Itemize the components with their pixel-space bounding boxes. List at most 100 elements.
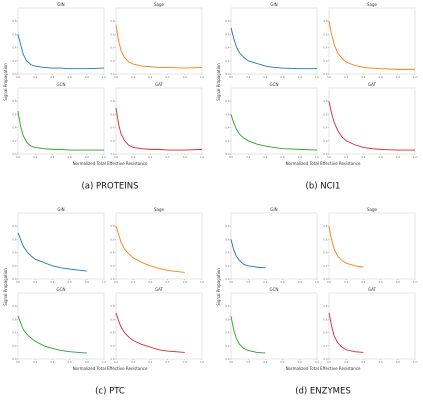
y-tick-label: 0.0 xyxy=(323,152,327,156)
subplot-title: GAT xyxy=(155,82,164,87)
x-tick-label: 1.0 xyxy=(413,280,417,284)
x-tick-label: 0.6 xyxy=(379,280,383,284)
x-tick-label: 0.4 xyxy=(50,360,54,364)
x-tick-label: 0.0 xyxy=(327,75,331,79)
subplot-title: Sage xyxy=(154,207,165,212)
x-tick-label: 0.2 xyxy=(33,280,37,284)
y-tick-label: 0.0 xyxy=(110,72,114,76)
series-line xyxy=(328,21,415,70)
y-tick-label: 0.2 xyxy=(225,344,229,348)
x-tick-label: 0.4 xyxy=(50,280,54,284)
axes-frame xyxy=(230,87,318,155)
y-tick-label: 0.4 xyxy=(225,251,229,255)
subplot-title: Sage xyxy=(367,2,378,7)
x-tick-label: 0.8 xyxy=(183,155,187,159)
x-tick-label: 0.6 xyxy=(68,360,72,364)
x-tick-label: 0.8 xyxy=(396,155,400,159)
x-tick-label: 0.0 xyxy=(114,75,118,79)
x-axis-label: Normalized Total Effective Resistance xyxy=(73,161,148,166)
x-tick-label: 0.8 xyxy=(396,360,400,364)
y-tick-label: 0.2 xyxy=(12,139,16,143)
x-tick-label: 0.6 xyxy=(68,75,72,79)
y-tick-label: 0.2 xyxy=(110,139,114,143)
x-tick-label: 0.6 xyxy=(68,155,72,159)
x-tick-label: 1.0 xyxy=(102,280,106,284)
y-tick-label: 0.8 xyxy=(110,19,114,23)
y-tick-label: 0.4 xyxy=(110,251,114,255)
x-tick-label: 0.2 xyxy=(246,280,250,284)
axes-frame xyxy=(230,212,318,280)
y-tick-label: 0.8 xyxy=(225,99,229,103)
axes-frame xyxy=(328,7,416,75)
x-tick-label: 0.4 xyxy=(148,360,152,364)
y-tick-label: 0.6 xyxy=(110,317,114,321)
y-tick-label: 0.2 xyxy=(110,264,114,268)
x-tick-label: 0.8 xyxy=(396,280,400,284)
series-line xyxy=(17,315,87,354)
panel-caption: (c) PTC xyxy=(95,387,125,397)
y-tick-label: 0.8 xyxy=(12,304,16,308)
y-tick-label: 0.8 xyxy=(110,99,114,103)
y-tick-label: 0.0 xyxy=(12,357,16,361)
series-line xyxy=(328,226,364,268)
x-tick-label: 1.0 xyxy=(102,75,106,79)
subplot-title: GCN xyxy=(57,287,66,292)
x-tick-label: 0.2 xyxy=(33,75,37,79)
x-tick-label: 0.8 xyxy=(298,75,302,79)
x-tick-label: 0.2 xyxy=(246,75,250,79)
x-tick-label: 0.6 xyxy=(281,75,285,79)
subplot-title: GAT xyxy=(155,287,164,292)
x-tick-label: 0.6 xyxy=(166,280,170,284)
y-tick-label: 0.8 xyxy=(12,19,16,23)
y-tick-label: 0.8 xyxy=(323,99,327,103)
x-tick-label: 0.2 xyxy=(344,155,348,159)
axes-frame xyxy=(230,292,318,360)
x-tick-label: 0.2 xyxy=(131,280,135,284)
y-tick-label: 0.8 xyxy=(225,19,229,23)
y-tick-label: 0.4 xyxy=(323,251,327,255)
x-tick-label: 0.0 xyxy=(16,75,20,79)
x-axis-label: Normalized Total Effective Resistance xyxy=(286,161,361,166)
x-tick-label: 0.6 xyxy=(281,280,285,284)
y-tick-label: 0.4 xyxy=(12,126,16,130)
x-tick-label: 1.0 xyxy=(315,75,319,79)
y-tick-label: 0.8 xyxy=(323,19,327,23)
axes-frame xyxy=(328,87,416,155)
x-tick-label: 0.2 xyxy=(344,360,348,364)
x-tick-label: 0.8 xyxy=(85,155,89,159)
x-tick-label: 0.6 xyxy=(379,360,383,364)
panel-caption: (b) NCI1 xyxy=(306,182,341,192)
series-line xyxy=(328,312,364,353)
y-tick-label: 0.6 xyxy=(225,32,229,36)
x-tick-label: 0.4 xyxy=(263,155,267,159)
panel: GIN 0.0 0.2 0.4 0.6 0.8 0.0 0.2 0.4 0.6 0.8 1.0 Sage… xyxy=(3,207,204,397)
y-tick-label: 0.6 xyxy=(12,237,16,241)
y-tick-label: 0.2 xyxy=(225,59,229,63)
y-tick-label: 0.4 xyxy=(12,251,16,255)
x-tick-label: 0.0 xyxy=(229,360,233,364)
y-tick-label: 0.6 xyxy=(225,317,229,321)
x-tick-label: 0.4 xyxy=(263,360,267,364)
y-tick-label: 0.0 xyxy=(12,152,16,156)
x-tick-label: 0.8 xyxy=(183,280,187,284)
x-tick-label: 0.8 xyxy=(298,280,302,284)
x-tick-label: 0.8 xyxy=(85,75,89,79)
y-tick-label: 0.2 xyxy=(323,264,327,268)
axes-frame xyxy=(17,7,105,75)
subplot-title: GCN xyxy=(57,82,66,87)
y-tick-label: 0.6 xyxy=(110,32,114,36)
series-line xyxy=(17,34,105,70)
y-tick-label: 0.2 xyxy=(110,344,114,348)
y-tick-label: 0.4 xyxy=(323,46,327,50)
y-tick-label: 0.8 xyxy=(110,304,114,308)
y-tick-label: 0.0 xyxy=(323,357,327,361)
y-tick-label: 0.2 xyxy=(323,139,327,143)
y-tick-label: 0.0 xyxy=(12,72,16,76)
series-line xyxy=(115,24,203,69)
subplot-title: GAT xyxy=(368,287,377,292)
x-tick-label: 1.0 xyxy=(200,360,204,364)
x-tick-label: 0.8 xyxy=(85,360,89,364)
subplot-title: GIN xyxy=(270,2,277,7)
y-tick-label: 0.4 xyxy=(225,46,229,50)
